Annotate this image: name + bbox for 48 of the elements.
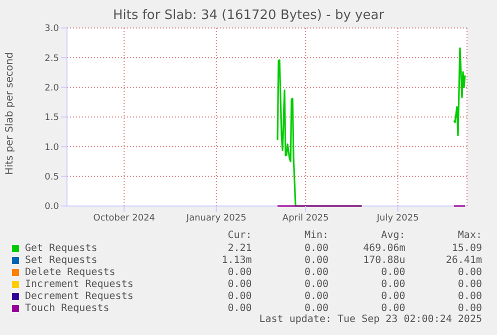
x-tick-label: October 2024 xyxy=(93,213,156,224)
text: 0.00 xyxy=(226,266,252,278)
text: Last update: Tue Sep 23 02:00:24 2025 xyxy=(258,314,482,325)
text: 469.06m xyxy=(362,242,406,254)
text: 0.00 xyxy=(380,278,406,290)
y-tick-label: 0.5 xyxy=(44,172,59,183)
text: Min: xyxy=(303,230,329,242)
text: 0.00 xyxy=(303,266,329,278)
text: 0.00 xyxy=(303,242,329,254)
x-tick-label: July 2025 xyxy=(376,213,419,224)
legend-label: Touch Requests xyxy=(25,302,110,314)
legend-label: Increment Requests xyxy=(25,278,134,290)
x-tick-label: January 2025 xyxy=(185,213,246,224)
chart-title: Hits for Slab: 34 (161720 Bytes) - by year xyxy=(112,8,386,23)
y-tick-label: 3.0 xyxy=(44,24,60,34)
y-tick-label: 1.5 xyxy=(44,113,59,124)
x-tick-label: April 2025 xyxy=(282,213,329,224)
text: 0.00 xyxy=(303,302,329,314)
text: 0.00 xyxy=(303,290,329,302)
y-tick-label: 2.0 xyxy=(44,84,60,94)
text: 0.00 xyxy=(303,278,329,290)
text: 0.00 xyxy=(456,290,482,302)
text: Avg: xyxy=(380,230,406,242)
legend-label: Get Requests xyxy=(25,242,98,254)
text: 0.00 xyxy=(226,278,252,290)
text: 0.00 xyxy=(380,266,406,278)
text: 0.00 xyxy=(456,266,482,278)
text: Max: xyxy=(456,230,482,242)
text: 0.00 xyxy=(456,278,482,290)
text: 0.00 xyxy=(380,302,406,314)
text: 2.21 xyxy=(226,242,252,254)
text: Cur: xyxy=(226,230,252,242)
text: 0.00 xyxy=(226,290,252,302)
legend-label: Delete Requests xyxy=(25,266,116,278)
text: 0.00 xyxy=(456,302,482,314)
text: 0.00 xyxy=(226,302,252,314)
text: 0.00 xyxy=(380,290,406,302)
text: 0.00 xyxy=(303,254,329,266)
y-tick-label: 1.0 xyxy=(44,142,60,153)
text: 15.09 xyxy=(450,242,482,254)
text: 1.13m xyxy=(220,254,252,266)
text: 170.88u xyxy=(362,254,406,266)
legend-label: Set Requests xyxy=(25,254,98,266)
y-axis-title: Hits per Slab per second xyxy=(4,51,16,177)
legend-label: Decrement Requests xyxy=(25,290,134,302)
y-tick-label: 2.5 xyxy=(44,54,59,64)
y-tick-label: 0.0 xyxy=(44,202,60,212)
text: 26.41m xyxy=(444,254,482,266)
